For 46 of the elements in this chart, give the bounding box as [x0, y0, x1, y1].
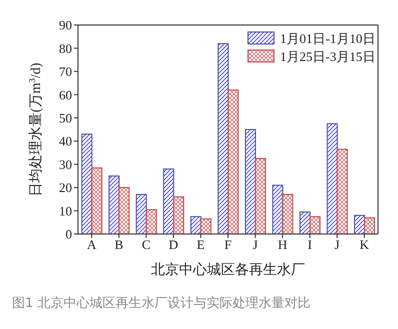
bar	[163, 168, 174, 234]
bar	[254, 158, 266, 234]
y-tick-label: 10	[59, 203, 72, 218]
y-tick-label: 0	[66, 226, 72, 242]
y-tick-label: 90	[59, 18, 72, 33]
x-tick-label: K	[360, 237, 370, 252]
bar	[228, 90, 239, 234]
bar	[81, 134, 92, 234]
bar	[300, 211, 310, 234]
x-tick-label: F	[224, 237, 232, 252]
bar	[326, 123, 338, 234]
bar	[310, 216, 320, 234]
bar	[218, 43, 229, 234]
bar	[244, 129, 256, 234]
y-tick-label: 50	[59, 110, 72, 126]
y-tick-label: 60	[59, 87, 72, 102]
x-tick-label: E	[196, 237, 205, 252]
bar	[272, 184, 284, 234]
x-tick-label: H	[278, 237, 288, 252]
x-tick-label: B	[114, 237, 124, 252]
bar	[108, 175, 120, 234]
y-tick-label: 20	[59, 180, 72, 196]
bar	[91, 167, 102, 234]
y-tick-label: 40	[59, 134, 72, 149]
bar	[190, 216, 202, 234]
x-tick-label: J	[334, 237, 340, 252]
x-tick-label: J	[252, 237, 258, 252]
bar	[336, 148, 348, 234]
bar	[136, 194, 147, 234]
caption: 图1 北京中心城区再生水厂设计与实际处理水量对比	[11, 295, 312, 312]
bar	[146, 209, 157, 234]
y-tick-label: 80	[59, 40, 72, 56]
bar	[200, 218, 212, 234]
x-tick-label: I	[308, 237, 312, 252]
legend-label: 1月25日-3月15日	[280, 49, 376, 64]
bar	[282, 194, 294, 234]
x-tick-label: C	[142, 237, 151, 252]
bar	[364, 217, 376, 234]
bar	[118, 187, 130, 234]
x-tick-label: D	[168, 237, 178, 252]
y-tick-label: 70	[59, 64, 72, 80]
x-tick-label: A	[86, 237, 97, 252]
bar	[173, 196, 184, 234]
legend-label: 1月01日-1月10日	[280, 31, 376, 46]
x-axis-title: 北京中心城区各再生水厂	[151, 262, 305, 278]
y-tick-label: 30	[59, 156, 72, 172]
